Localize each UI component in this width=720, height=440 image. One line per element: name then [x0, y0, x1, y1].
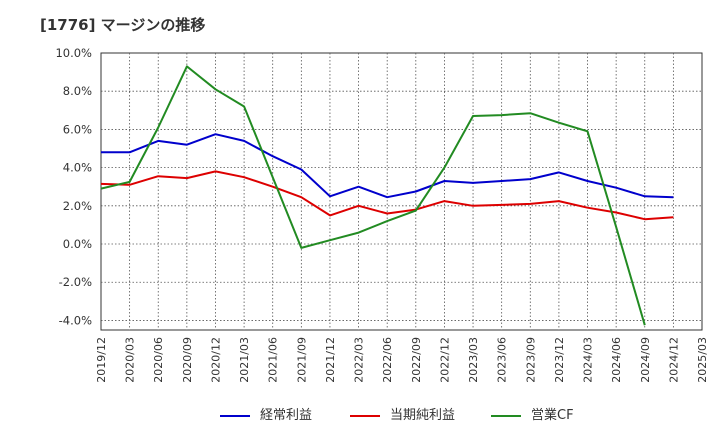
- chart-title: [1776] マージンの推移: [40, 16, 206, 34]
- legend-label-ordinary-profit: 経常利益: [260, 408, 313, 423]
- legend-item-operating-cf: 営業CF: [491, 404, 574, 424]
- x-tick-label: 2019/12: [95, 337, 108, 383]
- legend-swatch-green: [491, 414, 521, 417]
- series-line-1: [100, 170, 674, 221]
- x-tick-label: 2021/12: [324, 337, 337, 383]
- y-tick-label: 8.0%: [63, 84, 92, 98]
- legend-item-net-income: 当期純利益: [350, 404, 455, 424]
- y-tick-label: 0.0%: [63, 237, 92, 251]
- x-tick-label: 2021/03: [238, 337, 251, 383]
- x-tick-label: 2021/06: [267, 337, 280, 383]
- x-tick-label: 2023/12: [553, 337, 566, 383]
- x-tick-label: 2022/12: [438, 337, 451, 383]
- x-tick-label: 2020/09: [181, 337, 194, 383]
- legend-label-operating-cf: 営業CF: [531, 408, 574, 423]
- x-tick-label: 2021/09: [295, 337, 308, 383]
- x-tick-label: 2025/03: [696, 337, 709, 383]
- x-tick-label: 2020/06: [152, 337, 165, 383]
- series-lines: [100, 65, 674, 326]
- legend: 経常利益 当期純利益 営業CF: [0, 400, 720, 428]
- series-line-0: [101, 133, 674, 199]
- y-tick-label: 6.0%: [63, 122, 92, 136]
- x-tick-label: 2020/12: [209, 337, 222, 383]
- plot-area: [100, 52, 703, 331]
- legend-swatch-red: [350, 414, 380, 417]
- y-tick-label: -4.0%: [59, 313, 92, 327]
- series-line-2: [100, 65, 646, 326]
- y-tick-label: -2.0%: [59, 275, 92, 289]
- y-tick-label: 4.0%: [63, 161, 92, 175]
- x-tick-label: 2024/09: [639, 337, 652, 383]
- x-tick-label: 2023/09: [524, 337, 537, 383]
- x-tick-label: 2022/03: [353, 337, 366, 383]
- x-tick-label: 2022/09: [410, 337, 423, 383]
- legend-label-net-income: 当期純利益: [390, 408, 456, 423]
- x-tick-label: 2022/06: [381, 337, 394, 383]
- y-tick-label: 10.0%: [55, 46, 92, 60]
- x-tick-label: 2024/03: [582, 337, 595, 383]
- legend-swatch-blue: [220, 414, 250, 417]
- y-tick-label: 2.0%: [63, 199, 92, 213]
- x-tick-label: 2024/12: [667, 337, 680, 383]
- grid: [101, 53, 702, 330]
- x-tick-label: 2024/06: [610, 337, 623, 383]
- legend-item-ordinary-profit: 経常利益: [220, 404, 312, 424]
- x-tick-label: 2023/03: [467, 337, 480, 383]
- y-axis-ticks: 10.0% 8.0% 6.0% 4.0% 2.0% 0.0% -2.0% -4.0%: [55, 46, 92, 327]
- x-tick-label: 2020/03: [124, 337, 137, 383]
- x-axis-ticks: 2019/12 2020/03 2020/06 2020/09 2020/12 2021/…: [95, 337, 709, 383]
- x-tick-label: 2023/06: [496, 337, 509, 383]
